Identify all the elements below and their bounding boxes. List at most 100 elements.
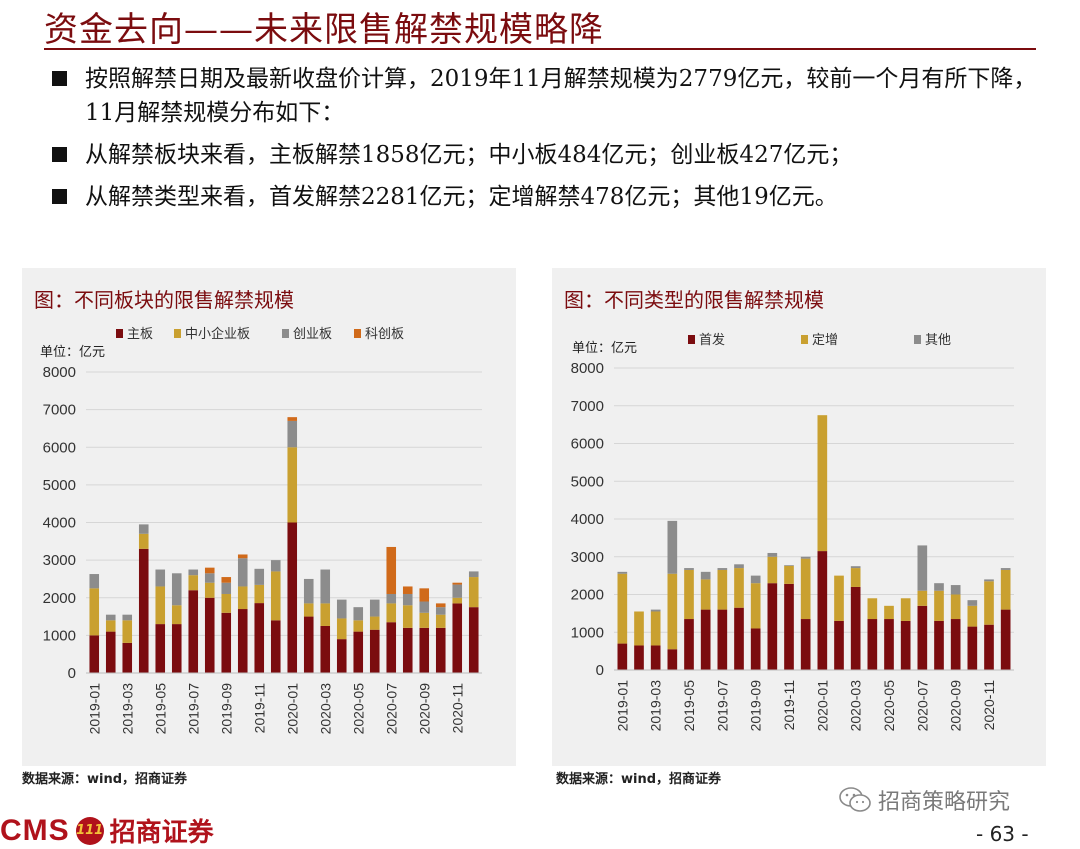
- legend-label: 首发: [699, 332, 725, 348]
- bar-segment: [254, 603, 265, 673]
- bar-segment: [386, 546, 397, 594]
- bar-segment: [221, 612, 232, 673]
- bar-segment: [634, 645, 644, 670]
- bullet-square-icon: [52, 189, 67, 204]
- bar-segment: [336, 599, 347, 619]
- bar-segment: [287, 420, 298, 448]
- legend-swatch: [116, 329, 123, 338]
- bar-segment: [784, 583, 794, 670]
- bullet-square-icon: [52, 147, 67, 162]
- bar-segment: [270, 571, 281, 621]
- bar-segment: [468, 571, 479, 578]
- bar-segment: [254, 568, 265, 585]
- bar-segment: [667, 649, 678, 670]
- x-tick-label: 2019-05: [681, 680, 697, 732]
- bar-segment: [917, 590, 928, 606]
- x-tick-label: 2019-11: [781, 680, 797, 731]
- x-tick-label: 2019-09: [748, 680, 764, 732]
- bar-segment: [468, 577, 479, 608]
- bar-segment: [402, 586, 413, 594]
- bar-segment: [452, 597, 463, 604]
- bar-segment: [336, 618, 347, 640]
- bar-segment: [369, 616, 380, 630]
- bar-segment: [850, 586, 861, 670]
- chart-panel-type: 单位：亿元 首发 定增 其他 0 1000 2000 3000 4000 5000 6000 7000…: [552, 268, 1046, 766]
- x-tick-label: 2020-01: [284, 683, 300, 735]
- bar-segment: [237, 586, 248, 610]
- y-tick-label: 7000: [43, 402, 76, 419]
- bar-segment: [950, 594, 961, 620]
- bar-segment: [419, 588, 430, 602]
- bar-segment: [717, 568, 728, 570]
- bar-segment: [734, 564, 744, 569]
- bar-segment: [650, 645, 661, 670]
- page-number: - 63 -: [976, 822, 1029, 846]
- data-source-note: 数据来源：wind，招商证券: [22, 772, 188, 787]
- x-tick-label: 2020-05: [350, 683, 366, 735]
- bar-segment: [834, 575, 844, 621]
- company-logo: CMS 111 招商证券: [0, 812, 214, 849]
- bar-segment: [303, 616, 314, 673]
- bar-segment: [138, 524, 149, 534]
- bar-segment: [105, 631, 116, 673]
- bar-segment: [817, 551, 828, 670]
- bar-segment: [784, 565, 794, 566]
- bar-segment: [650, 611, 661, 646]
- bar-segment: [419, 601, 430, 613]
- bar-segment: [717, 609, 728, 670]
- legend-swatch: [282, 329, 289, 338]
- legend-swatch: [688, 335, 695, 344]
- bar-segment: [834, 620, 844, 670]
- legend-label: 主板: [127, 327, 153, 342]
- bar-segment: [700, 571, 711, 580]
- x-tick-label: 2019-05: [152, 683, 168, 735]
- bar-segment: [386, 593, 397, 604]
- bar-segment: [750, 628, 761, 670]
- bar-segment: [617, 573, 628, 644]
- bar-segment: [700, 609, 711, 670]
- bar-segment: [867, 619, 878, 670]
- legend-label: 科创板: [365, 327, 404, 342]
- bar-segment: [386, 622, 397, 673]
- bar-segment: [884, 605, 894, 620]
- bar-segment: [800, 619, 811, 670]
- x-tick-label: 2020-09: [948, 680, 964, 732]
- bar-segment: [237, 554, 248, 559]
- x-tick-label: 2019-01: [614, 680, 630, 732]
- legend-swatch: [354, 329, 361, 338]
- bar-segment: [204, 573, 215, 583]
- bar-segment: [188, 569, 199, 576]
- bar-segment: [984, 579, 994, 582]
- board-chart: 单位：亿元 主板 中小企业板 创业板 科创板 0 1000 2000 3000 4000 5000 6…: [40, 326, 482, 735]
- x-tick-label: 2019-03: [648, 680, 664, 732]
- legend-swatch: [174, 329, 181, 338]
- bar-segment: [684, 569, 694, 620]
- bar-segment: [750, 575, 761, 584]
- bar-segment: [452, 582, 463, 585]
- y-tick-label: 0: [68, 665, 76, 682]
- x-tick-label: 2019-01: [86, 683, 102, 735]
- bar-segment: [320, 569, 331, 604]
- bullet-text: 从解禁类型来看，首发解禁2281亿元；定增解禁478亿元；其他19亿元。: [85, 184, 838, 210]
- unit-label: 单位：亿元: [572, 341, 637, 356]
- bar-segment: [435, 603, 446, 608]
- bar-segment: [221, 593, 232, 613]
- bar-segment: [155, 624, 166, 673]
- legend-label: 定增: [812, 333, 838, 348]
- bar-segment: [967, 626, 978, 670]
- wechat-watermark: 招商策略研究: [838, 784, 1010, 816]
- bar-segment: [287, 417, 298, 421]
- bar-segment: [419, 612, 430, 628]
- bar-segment: [667, 573, 678, 650]
- bar-segment: [917, 605, 928, 670]
- bar-segment: [105, 614, 116, 621]
- bar-segment: [967, 600, 978, 606]
- x-tick-label: 2020-11: [449, 683, 465, 734]
- bar-segment: [867, 598, 878, 620]
- chart-title: 图：不同板块的限售解禁规模: [34, 288, 294, 312]
- bar-segment: [634, 611, 644, 646]
- bar-segment: [850, 568, 861, 587]
- bar-segment: [303, 578, 314, 604]
- y-tick-label: 5000: [571, 473, 604, 490]
- logo-cms-text: CMS: [0, 813, 70, 847]
